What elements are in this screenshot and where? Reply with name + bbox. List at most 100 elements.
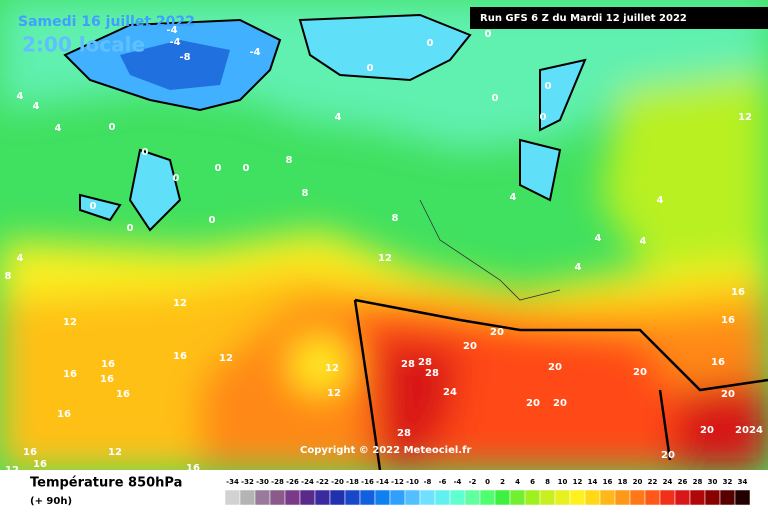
run-box xyxy=(470,7,768,29)
contour-label: 8 xyxy=(392,213,399,224)
contour-label: 0 xyxy=(109,122,116,133)
contour-label: 16 xyxy=(116,389,130,400)
contour-label: 20 xyxy=(490,327,504,338)
colorbar-swatch xyxy=(674,489,691,506)
colorbar-swatch xyxy=(404,489,421,506)
colorbar-swatch xyxy=(584,489,601,506)
colorbar-label: -22 xyxy=(316,478,329,486)
colorbar-swatch xyxy=(224,489,241,506)
colorbar-swatch xyxy=(359,489,376,506)
colorbar-label: -8 xyxy=(424,478,432,486)
colorbar-swatch xyxy=(719,489,736,506)
map-field xyxy=(0,0,768,471)
contour-label: 4 xyxy=(17,91,24,102)
colorbar-label: -28 xyxy=(271,478,284,486)
copyright: Copyright © 2022 Meteociel.fr xyxy=(300,445,471,456)
colorbar-label: 28 xyxy=(693,478,703,486)
contour-label: 12 xyxy=(173,298,187,309)
contour-label: 0 xyxy=(127,223,134,234)
contour-label: 4 xyxy=(33,101,40,112)
colorbar-label: 8 xyxy=(545,478,550,486)
colorbar-swatch xyxy=(464,489,481,506)
contour-label: 0 xyxy=(142,147,149,158)
contour-label: 28 xyxy=(401,359,415,370)
contour-label: 4 xyxy=(575,262,582,273)
colorbar-label: 10 xyxy=(558,478,568,486)
colorbar-label: -24 xyxy=(301,478,314,486)
contour-label: 12 xyxy=(63,317,77,328)
colorbar-label: 4 xyxy=(515,478,520,486)
colorbar-label: -14 xyxy=(376,478,389,486)
contour-label: -4 xyxy=(249,47,260,58)
contour-label: 4 xyxy=(335,112,342,123)
colorbar-swatch xyxy=(299,489,316,506)
contour-label: 0 xyxy=(215,163,222,174)
contour-label: 28 xyxy=(425,368,439,379)
contour-label: 16 xyxy=(173,351,187,362)
contour-label: -4 xyxy=(166,25,177,36)
colorbar-swatch xyxy=(344,489,361,506)
contour-label: 16 xyxy=(186,463,200,474)
contour-label: 4 xyxy=(595,233,602,244)
contour-label: 16 xyxy=(100,374,114,385)
colorbar-swatch xyxy=(329,489,346,506)
colorbar-label: -32 xyxy=(241,478,254,486)
contour-label: -8 xyxy=(179,52,190,63)
colorbar-label: -2 xyxy=(469,478,477,486)
contour-label: 16 xyxy=(23,447,37,458)
colorbar-label: -12 xyxy=(391,478,404,486)
colorbar-label: 24 xyxy=(663,478,673,486)
colorbar-swatch xyxy=(239,489,256,506)
contour-label: 16 xyxy=(711,357,725,368)
contour-label: 0 xyxy=(243,163,250,174)
contour-label: 12 xyxy=(219,353,233,364)
run-label: Run GFS 6 Z du Mardi 12 juillet 2022 xyxy=(480,13,687,24)
colorbar-label: -34 xyxy=(226,478,239,486)
colorbar-label: -20 xyxy=(331,478,344,486)
colorbar-swatch xyxy=(494,489,511,506)
contour-label: 8 xyxy=(5,271,12,282)
colorbar-swatch xyxy=(734,489,751,506)
colorbar-label: 34 xyxy=(738,478,748,486)
colorbar-label: -4 xyxy=(454,478,462,486)
contour-label: 28 xyxy=(397,428,411,439)
colorbar-label: 32 xyxy=(723,478,733,486)
colorbar-label: 18 xyxy=(618,478,628,486)
contour-label: 0 xyxy=(492,93,499,104)
contour-label: 16 xyxy=(63,369,77,380)
colorbar-swatch xyxy=(479,489,496,506)
contour-label: 28 xyxy=(418,357,432,368)
colorbar-swatch xyxy=(704,489,721,506)
colorbar-swatch xyxy=(599,489,616,506)
colorbar-label: 6 xyxy=(530,478,535,486)
contour-label: 12 xyxy=(325,363,339,374)
contour-label: 20 xyxy=(548,362,562,373)
contour-label: 12 xyxy=(738,112,752,123)
contour-label: 16 xyxy=(101,359,115,370)
colorbar-label: -16 xyxy=(361,478,374,486)
contour-label: 4 xyxy=(55,123,62,134)
colorbar-swatch xyxy=(659,489,676,506)
colorbar-swatch xyxy=(314,489,331,506)
contour-label: 16 xyxy=(721,315,735,326)
colorbar-swatch xyxy=(419,489,436,506)
contour-label: 0 xyxy=(209,215,216,226)
contour-label: 20 xyxy=(700,425,714,436)
colorbar-label: 14 xyxy=(588,478,598,486)
contour-label: 0 xyxy=(540,112,547,123)
colorbar-swatch xyxy=(644,489,661,506)
contour-label: 12 xyxy=(5,465,19,476)
contour-label: 20 xyxy=(721,389,735,400)
contour-label: 20 xyxy=(735,425,749,436)
colorbar-label: 0 xyxy=(485,478,490,486)
contour-label: 0 xyxy=(545,81,552,92)
contour-label: 0 xyxy=(367,63,374,74)
contour-label: 16 xyxy=(731,287,745,298)
colorbar-swatch xyxy=(539,489,556,506)
forecast-date: Samedi 16 juillet 2022 xyxy=(18,14,195,30)
contour-label: 20 xyxy=(553,398,567,409)
contour-label: 24 xyxy=(749,425,763,436)
colorbar-label: 20 xyxy=(633,478,643,486)
colorbar-swatch xyxy=(269,489,286,506)
